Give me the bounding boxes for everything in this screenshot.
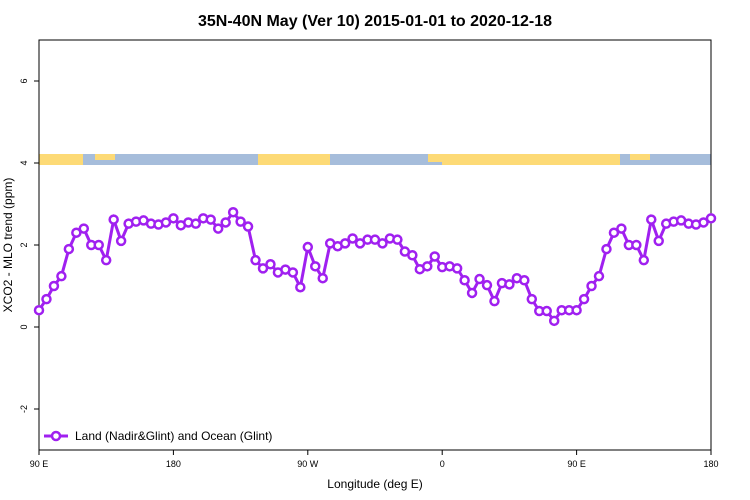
y-tick-label: 0 bbox=[19, 324, 29, 329]
data-point bbox=[631, 239, 642, 251]
data-point bbox=[339, 238, 351, 249]
data-point bbox=[212, 223, 224, 234]
data-point bbox=[422, 261, 433, 272]
data-point bbox=[100, 254, 112, 266]
data-point bbox=[235, 216, 246, 227]
y-tick-label: -2 bbox=[19, 405, 29, 413]
data-point bbox=[48, 280, 60, 292]
x-tick-label: 0 bbox=[440, 459, 445, 469]
data-point bbox=[541, 305, 552, 317]
data-point bbox=[63, 243, 75, 255]
data-point bbox=[466, 287, 478, 299]
data-point bbox=[310, 261, 321, 272]
data-point bbox=[220, 217, 231, 228]
land-ocean-strip bbox=[39, 154, 711, 165]
data-point bbox=[586, 280, 597, 292]
data-point bbox=[160, 217, 172, 228]
data-point bbox=[459, 275, 470, 286]
data-point bbox=[526, 293, 538, 305]
data-point bbox=[190, 218, 202, 229]
data-point bbox=[33, 304, 45, 316]
x-tick-label: 90 E bbox=[567, 459, 586, 469]
data-point bbox=[616, 223, 627, 234]
data-point bbox=[698, 217, 709, 228]
legend-label: Land (Nadir&Glint) and Ocean (Glint) bbox=[75, 429, 272, 443]
data-point bbox=[257, 263, 269, 274]
data-point bbox=[578, 293, 590, 305]
x-tick-label: 90 W bbox=[297, 459, 319, 469]
data-point bbox=[653, 235, 664, 247]
data-point bbox=[250, 254, 261, 266]
data-point bbox=[168, 213, 179, 224]
y-tick-label: 6 bbox=[19, 78, 29, 83]
data-point bbox=[377, 238, 388, 249]
land-band bbox=[428, 154, 442, 162]
land-band bbox=[258, 154, 330, 165]
data-point bbox=[265, 259, 276, 270]
series-line bbox=[37, 209, 712, 324]
data-point bbox=[571, 304, 582, 316]
plot-frame bbox=[38, 39, 712, 451]
chart-title: 35N-40N May (Ver 10) 2015-01-01 to 2020-… bbox=[198, 13, 552, 30]
data-point bbox=[638, 254, 650, 266]
data-point bbox=[481, 279, 493, 291]
y-tick-label: 4 bbox=[19, 160, 29, 165]
data-point bbox=[705, 213, 717, 224]
data-point bbox=[474, 273, 485, 285]
x-tick-label: 90 E bbox=[30, 459, 49, 469]
land-band bbox=[39, 154, 83, 165]
data-point bbox=[392, 234, 403, 245]
land-band bbox=[95, 154, 115, 160]
data-point bbox=[302, 241, 314, 253]
data-point bbox=[295, 281, 306, 293]
data-point bbox=[489, 295, 500, 307]
land-band bbox=[630, 154, 650, 160]
data-point bbox=[548, 315, 560, 327]
data-point bbox=[347, 233, 358, 244]
data-point bbox=[519, 275, 530, 286]
data-point bbox=[608, 227, 620, 238]
data-point bbox=[115, 235, 127, 247]
data-point bbox=[504, 279, 515, 290]
data-point bbox=[287, 267, 299, 278]
legend-marker bbox=[50, 430, 62, 442]
data-point bbox=[429, 251, 440, 262]
land-band bbox=[442, 154, 620, 165]
data-point bbox=[205, 214, 216, 225]
x-tick-label: 180 bbox=[703, 459, 718, 469]
data-point bbox=[227, 206, 239, 218]
data-point bbox=[242, 221, 254, 232]
data-point bbox=[93, 239, 104, 251]
ocean-band bbox=[39, 154, 711, 165]
data-point bbox=[78, 223, 90, 234]
data-point bbox=[451, 263, 463, 274]
y-tick-label: 2 bbox=[19, 242, 29, 247]
x-tick-label: 180 bbox=[166, 459, 181, 469]
data-point bbox=[41, 293, 52, 305]
data-point bbox=[646, 214, 657, 225]
data-point bbox=[108, 214, 119, 225]
data-point bbox=[56, 270, 67, 282]
data-point bbox=[593, 270, 605, 282]
data-point bbox=[71, 227, 82, 238]
data-point bbox=[317, 272, 328, 284]
x-axis-label: Longitude (deg E) bbox=[327, 477, 422, 491]
data-point bbox=[601, 243, 612, 255]
y-axis-label: XCO2 - MLO trend (ppm) bbox=[1, 178, 15, 313]
data-point bbox=[407, 250, 418, 261]
